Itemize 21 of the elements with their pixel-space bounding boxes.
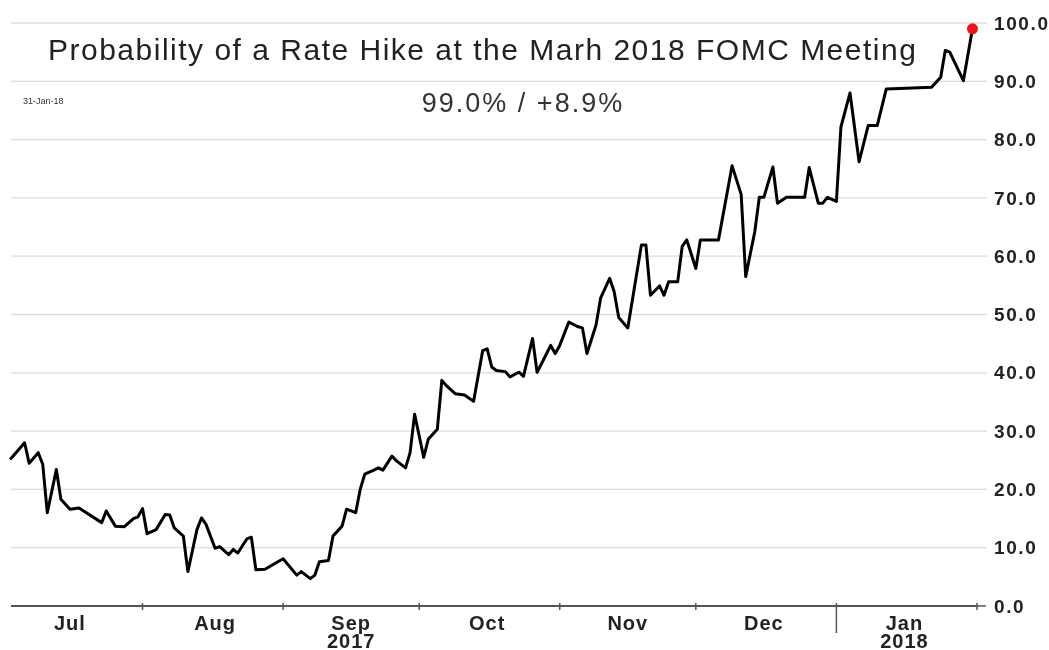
y-tick-label: 20.0 xyxy=(994,479,1038,501)
x-tick-label: Oct xyxy=(469,612,506,634)
x-tick-label: Sep 2017 xyxy=(326,612,376,650)
annotation: 99.0% / +8.9% xyxy=(421,88,625,118)
y-tick-label: 60.0 xyxy=(994,245,1038,267)
y-tick-label: 90.0 xyxy=(994,70,1038,92)
y-tick-label: 10.0 xyxy=(994,537,1038,559)
y-tick-label: 50.0 xyxy=(994,304,1038,326)
annotation: 31-Jan-18 xyxy=(23,96,64,106)
x-tick-label: Dec xyxy=(743,612,784,634)
y-tick-label: 70.0 xyxy=(994,187,1038,209)
y-tick-label: 100.0 xyxy=(994,12,1049,34)
x-tick-label: Nov xyxy=(607,612,649,634)
x-tick-label: Jan 2018 xyxy=(880,612,929,650)
x-tick-label: Jul xyxy=(54,612,86,634)
chart-title: Probability of a Rate Hike at the Marh 2018 FOMC Meeting xyxy=(48,33,918,66)
x-tick-label: Aug xyxy=(194,612,237,634)
y-tick-label: 40.0 xyxy=(994,362,1038,384)
y-tick-label: 0.0 xyxy=(994,595,1026,617)
y-tick-label: 30.0 xyxy=(994,420,1038,442)
y-tick-label: 80.0 xyxy=(994,129,1038,151)
